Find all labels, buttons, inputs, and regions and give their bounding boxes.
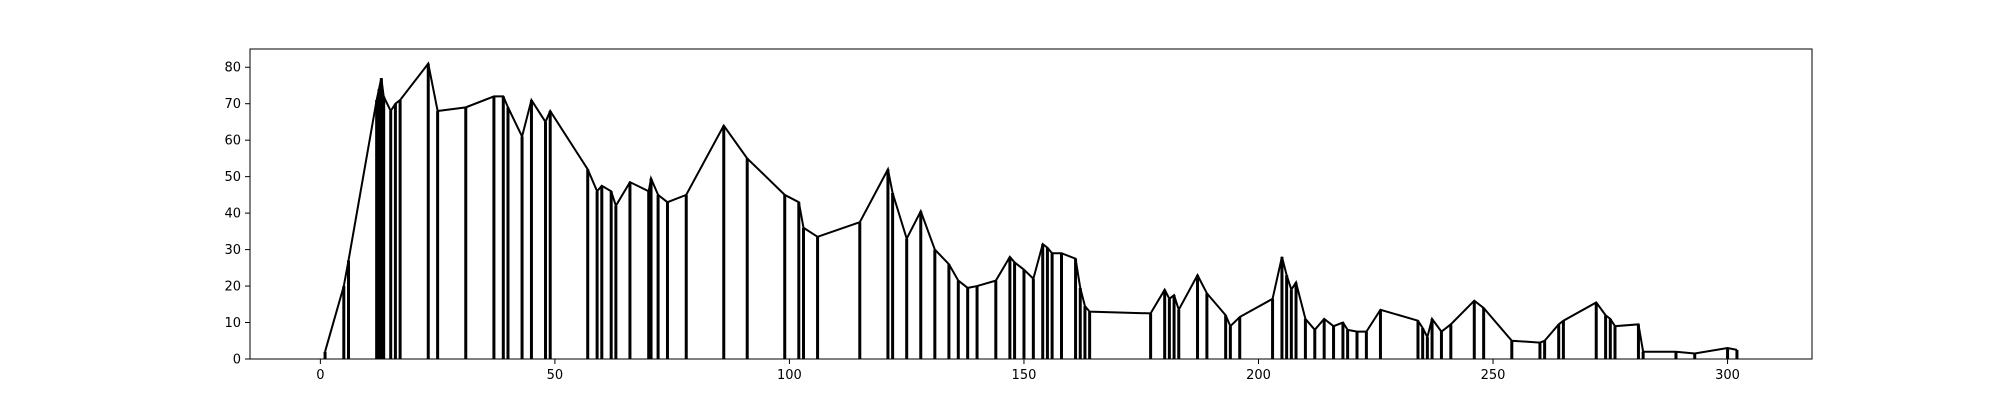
x-tick-label: 0: [316, 368, 324, 383]
y-tick-label: 30: [224, 243, 241, 258]
y-tick-label: 10: [224, 316, 241, 331]
series-line: [324, 61, 1738, 355]
x-tick-label: 250: [1481, 368, 1506, 383]
y-tick-label: 70: [224, 97, 241, 112]
plot-frame: [249, 48, 1813, 360]
y-tick-label: 40: [224, 207, 241, 222]
x-tick-label: 300: [1715, 368, 1740, 383]
y-tick-label: 0: [233, 353, 241, 368]
y-axis: 0 10 20 30 40 50 60 70 80: [224, 61, 250, 368]
y-tick-label: 20: [224, 280, 241, 295]
y-tick-label: 50: [224, 170, 241, 185]
x-tick-label: 50: [547, 368, 564, 383]
x-tick-label: 150: [1012, 368, 1037, 383]
x-tick-label: 100: [777, 368, 802, 383]
y-tick-label: 80: [224, 61, 241, 76]
bars-group: [323, 63, 1739, 359]
x-tick-label: 200: [1246, 368, 1271, 383]
y-tick-label: 60: [224, 134, 241, 149]
x-axis: 0 50 100 150 200 250 300: [316, 359, 1740, 383]
